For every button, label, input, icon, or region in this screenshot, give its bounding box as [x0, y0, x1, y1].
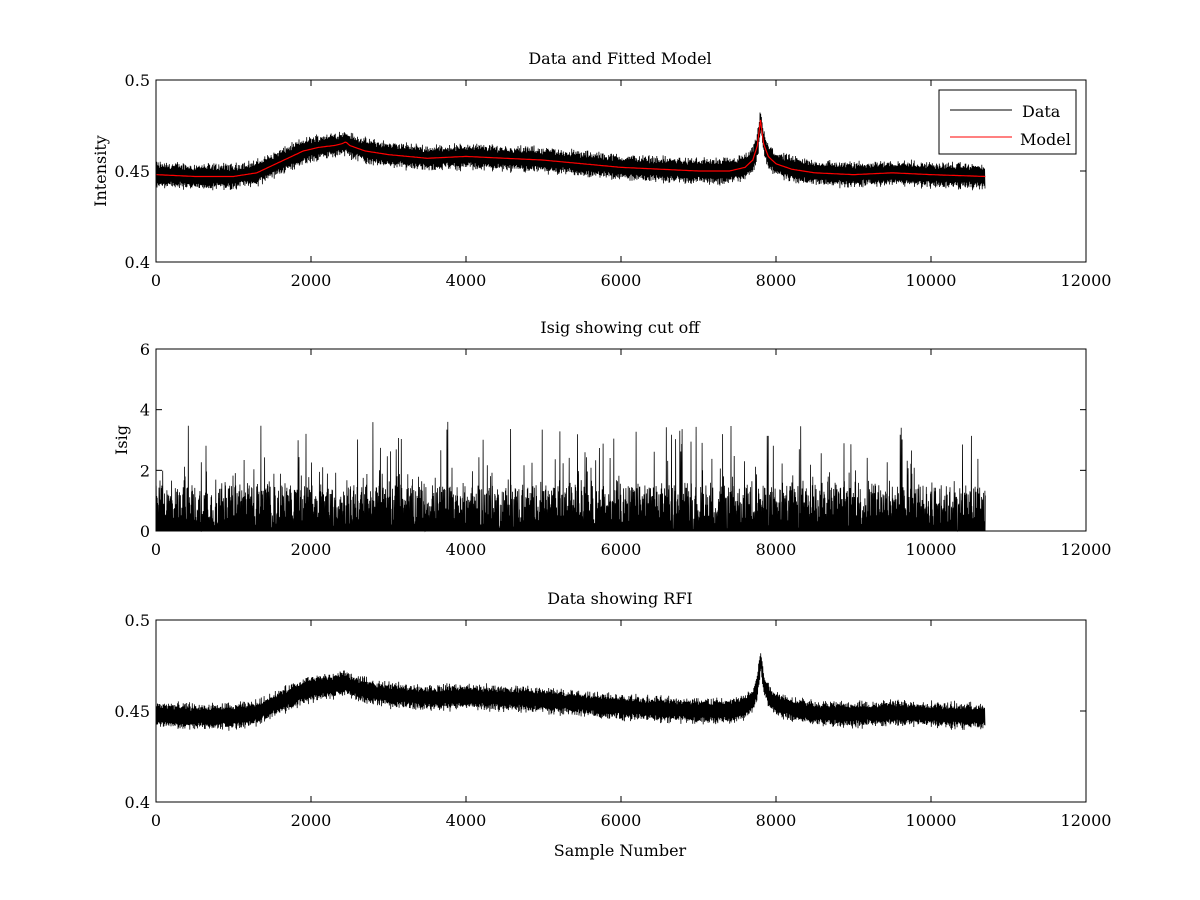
x-tick-label: 12000 — [1061, 540, 1112, 559]
panel-title: Data showing RFI — [547, 589, 692, 608]
x-tick-label: 10000 — [906, 811, 957, 830]
y-tick-label: 0 — [140, 522, 150, 541]
y-tick-label: 0.45 — [114, 702, 150, 721]
y-tick-label: 0.45 — [114, 162, 150, 181]
x-tick-label: 12000 — [1061, 811, 1112, 830]
panel-data-fitted-model: Data and Fitted Model Intensity 0 2000 400… — [91, 49, 1111, 290]
y-tick-label: 0.4 — [125, 253, 150, 272]
plot-area: 0 2000 4000 6000 8000 10000 12000 0.4 0.45 0.5 — [114, 611, 1111, 830]
y-tick-label: 0.5 — [125, 611, 150, 630]
x-tick-label: 2000 — [291, 271, 332, 290]
x-tick-label: 6000 — [601, 271, 642, 290]
x-tick-label: 2000 — [291, 811, 332, 830]
x-tick-label: 8000 — [756, 271, 797, 290]
y-axis-label: Intensity — [91, 135, 110, 207]
x-tick-label: 4000 — [446, 271, 487, 290]
x-tick-label: 0 — [151, 271, 161, 290]
x-tick-label: 10000 — [906, 540, 957, 559]
panel-title: Data and Fitted Model — [528, 49, 711, 68]
y-axis-label: Isig — [112, 425, 131, 455]
x-tick-label: 2000 — [291, 540, 332, 559]
x-tick-label: 0 — [151, 540, 161, 559]
series-line-isig — [155, 421, 986, 533]
plot-area: 0 2000 4000 6000 8000 10000 12000 0.4 0.45 0.5 — [114, 71, 1111, 290]
series-line-model — [155, 119, 986, 178]
legend: Data Model — [938, 89, 1077, 155]
legend-label-model: Model — [1020, 130, 1071, 149]
x-tick-label: 10000 — [906, 271, 957, 290]
y-tick-label: 0.5 — [125, 71, 150, 90]
x-tick-label: 6000 — [601, 540, 642, 559]
legend-label-data: Data — [1022, 102, 1061, 121]
plot-area: 0 2000 4000 6000 8000 10000 12000 0 2 4 6 — [140, 340, 1112, 559]
panel-title: Isig showing cut off — [540, 318, 701, 337]
series-line-data — [155, 653, 986, 731]
x-tick-label: 8000 — [756, 540, 797, 559]
y-tick-label: 6 — [140, 340, 150, 359]
panel-isig-cutoff: Isig showing cut off Isig 0 2000 4000 6000 8… — [112, 318, 1111, 559]
x-tick-label: 6000 — [601, 811, 642, 830]
y-tick-label: 4 — [140, 401, 150, 420]
x-tick-label: 0 — [151, 811, 161, 830]
x-axis-label: Sample Number — [554, 841, 687, 860]
x-tick-label: 4000 — [446, 540, 487, 559]
panel-data-rfi: Data showing RFI Sample Number 0 2000 4000… — [114, 589, 1111, 860]
x-tick-label: 12000 — [1061, 271, 1112, 290]
x-tick-label: 8000 — [756, 811, 797, 830]
x-tick-label: 4000 — [446, 811, 487, 830]
y-tick-label: 2 — [140, 461, 150, 480]
legend-box — [938, 89, 1077, 155]
y-tick-label: 0.4 — [125, 793, 150, 812]
